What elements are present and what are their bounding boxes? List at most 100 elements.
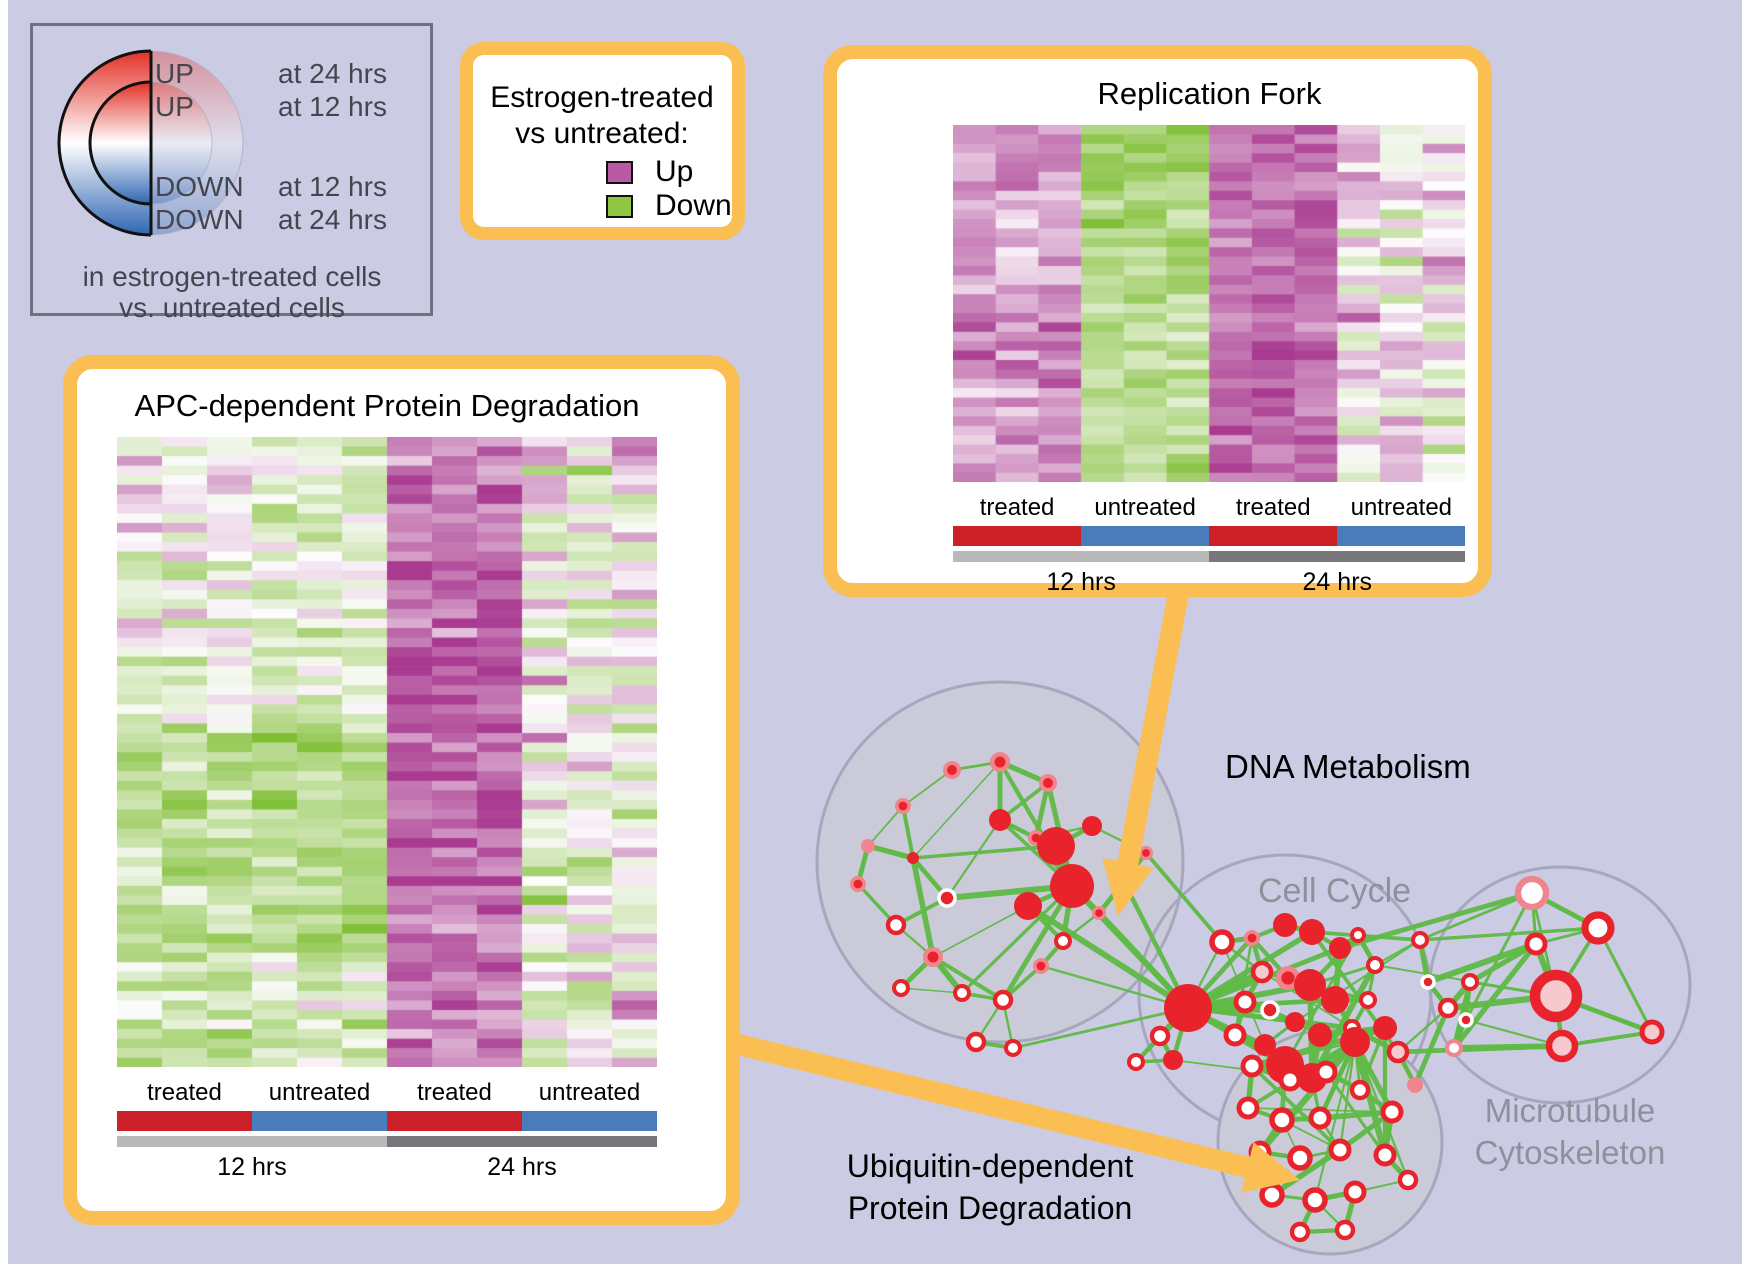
gene-node-d8 [1082,816,1102,836]
updown-legend-box: UP at 24 hrs UP at 12 hrs DOWN at 12 hrs… [30,23,433,323]
gene-node-u9 [1308,1106,1332,1130]
network-edge [1033,782,1051,839]
concentric-circles-legend-icon [57,49,244,237]
legend-row-time-0: at 24 hrs [278,58,387,89]
gene-node-d3-core [1043,778,1053,788]
network-edge [867,843,914,861]
apc-time-bar-seg-1 [387,1136,657,1148]
gene-node-c8 [1294,969,1326,1001]
apc-time-bar [117,1136,657,1148]
gene-node-u13 [1328,1138,1352,1162]
gene-node-m8 [1545,1029,1579,1063]
legend-row-dir-3: DOWN [155,204,244,235]
apc-bar-seg-1 [252,1111,387,1132]
apc-condition-labels: treated untreated treated untreated [117,1079,657,1107]
gene-node-c5 [1329,937,1351,959]
apc-heatmap [117,437,657,1067]
rf-condition-label-1: untreated [1094,494,1196,522]
gene-node-c21 [1350,927,1366,943]
rf-time-bar-seg-1 [1209,551,1466,563]
gene-node-d25 [965,1031,987,1053]
replication-fork-title: Replication Fork [1097,76,1322,111]
gene-node-u5 [1314,1060,1338,1084]
gene-node-c23 [1420,974,1436,990]
network-edge [1319,1109,1393,1121]
gene-node-c6 [1250,960,1274,984]
microtubule-label-line2: Cytoskeleton [1474,1134,1666,1171]
network-edge [1144,851,1224,944]
network-edge [1419,926,1599,942]
gene-node-u14 [1373,1143,1397,1167]
gene-node-u20 [1397,1169,1419,1191]
apc-time-label-0: 12 hrs [217,1153,287,1182]
legend-footer-line1: in estrogen-treated cells [82,261,382,292]
color-key-title-line1: Estrogen-treated [490,81,714,114]
network-edge [900,987,963,994]
network-edge [1250,1064,1342,1152]
rf-condition-label-2: treated [1235,494,1311,522]
network-edge [1453,1043,1563,1051]
gene-node-d14 [937,888,957,908]
gene-node-u1 [1340,1027,1370,1057]
network-edge [946,819,1001,899]
network-edge [912,761,1001,859]
gene-node-d16-core [927,951,939,963]
panel-arrow-head-0 [1102,858,1154,916]
gene-node-d4-core [898,801,908,811]
gene-node-u7 [1236,1096,1260,1120]
gene-node-d10 [1037,827,1075,865]
gene-node-d7 [907,852,919,864]
gene-node-d15 [885,914,907,936]
gene-node-c10 [1233,990,1257,1014]
legend-row-time-1: at 12 hrs [278,91,387,122]
rf-time-bar-seg-0 [953,551,1210,563]
gene-node-u12 [1287,1145,1313,1171]
network-edge [1351,1041,1389,1156]
gene-node-d19 [992,989,1014,1011]
apc-condition-color-bar [117,1111,657,1132]
gene-node-c7-core [1281,971,1295,985]
network-edge [1257,1039,1358,1155]
panel-arrow-head-1 [1241,1142,1300,1193]
gene-node-d1-core [947,765,957,775]
rf-time-label-1: 24 hrs [1302,568,1373,597]
gene-node-c14 [1223,1023,1247,1047]
rf-time-labels: 12 hrs 24 hrs [953,568,1465,597]
apc-condition-label-0: treated [147,1079,222,1107]
gene-node-c13 [1308,1023,1332,1047]
gene-node-u15 [1259,1182,1285,1208]
legend-row-time-2: at 12 hrs [278,171,387,202]
network-edge [1419,891,1533,942]
apc-time-label-1: 24 hrs [487,1153,557,1182]
apc-title: APC-dependent Protein Degradation [134,388,640,423]
apc-bar-seg-3 [522,1111,657,1132]
gene-node-c0 [1164,984,1212,1032]
gene-node-c11 [1260,1000,1280,1020]
gene-node-c26 [1437,997,1459,1019]
ubiquitin-label-line1: Ubiquitin-dependent [846,1148,1134,1184]
dna-metabolism-label: DNA Metabolism [1225,748,1471,785]
gene-node-c9 [1321,986,1349,1014]
panel-arrow-shaft-1 [733,1033,1254,1179]
gene-node-d5 [861,839,875,853]
network-edge [1026,903,1190,1011]
gene-node-c1 [1209,929,1235,955]
network-edge [931,955,1005,1002]
gene-node-c24 [1386,1040,1410,1064]
rf-condition-label-0: treated [979,494,1055,522]
gene-node-m5 [1458,1012,1474,1028]
gene-node-c2-core [1247,933,1257,943]
network-edge [901,805,915,859]
gene-node-c4 [1299,919,1325,945]
network-edge [1339,890,1533,951]
gene-node-u17 [1343,1180,1367,1204]
gene-node-c3 [1273,913,1297,937]
network-edge [1294,939,1421,1023]
gene-node-m2 [1581,911,1615,945]
gene-node-c12 [1285,1012,1305,1032]
rf-bar-seg-0 [953,526,1082,547]
network-edge [910,857,936,958]
down-label: Down [655,189,732,222]
